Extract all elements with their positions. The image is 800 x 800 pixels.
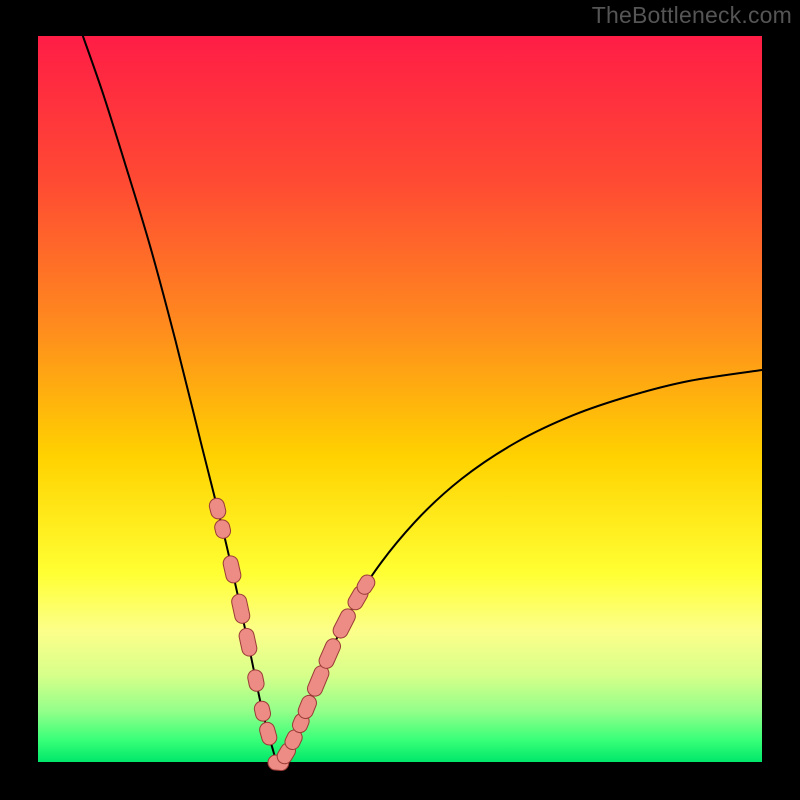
chart-svg (0, 0, 800, 800)
chart-frame: TheBottleneck.com (0, 0, 800, 800)
watermark-text: TheBottleneck.com (592, 2, 792, 29)
